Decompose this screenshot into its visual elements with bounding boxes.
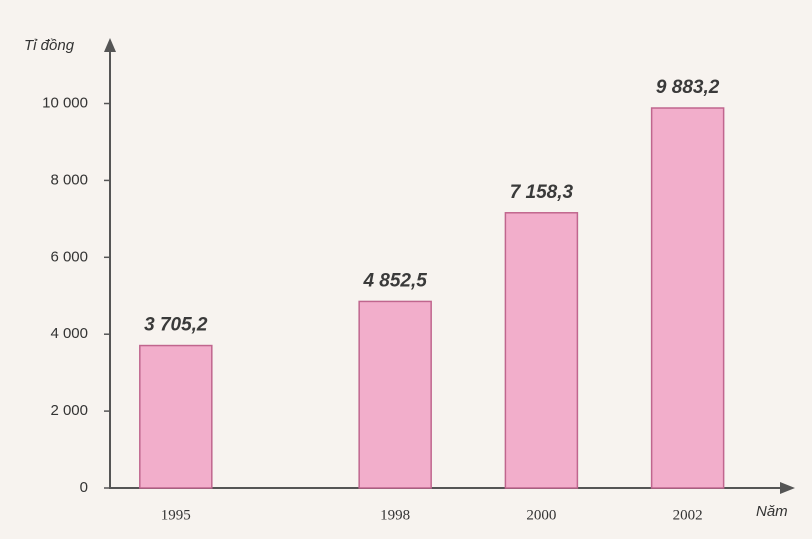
y-axis-arrow — [104, 38, 116, 52]
y-tick-label: 0 — [80, 479, 88, 496]
y-axis-title: Tỉ đồng — [24, 37, 75, 54]
bar — [650, 107, 725, 489]
value-label: 4 852,5 — [362, 270, 427, 291]
bar — [358, 300, 432, 489]
y-tick-label: 6 000 — [50, 248, 88, 265]
x-axis-arrow — [780, 482, 795, 494]
x-axis-title: Năm — [756, 503, 788, 520]
value-label: 3 705,2 — [144, 315, 208, 336]
y-tick-label: 4 000 — [50, 325, 88, 342]
y-tick-label: 8 000 — [50, 171, 88, 188]
x-tick-label: 2002 — [673, 507, 703, 523]
x-tick-label: 1995 — [161, 507, 191, 523]
bar — [139, 344, 213, 489]
y-tick-label: 10 000 — [42, 94, 88, 111]
bar — [504, 212, 579, 489]
value-label: 7 158,3 — [510, 182, 574, 203]
y-tick-label: 2 000 — [50, 402, 88, 419]
value-label: 9 883,2 — [656, 77, 720, 98]
x-tick-label: 1998 — [380, 507, 410, 523]
x-tick-label: 2000 — [526, 507, 556, 523]
